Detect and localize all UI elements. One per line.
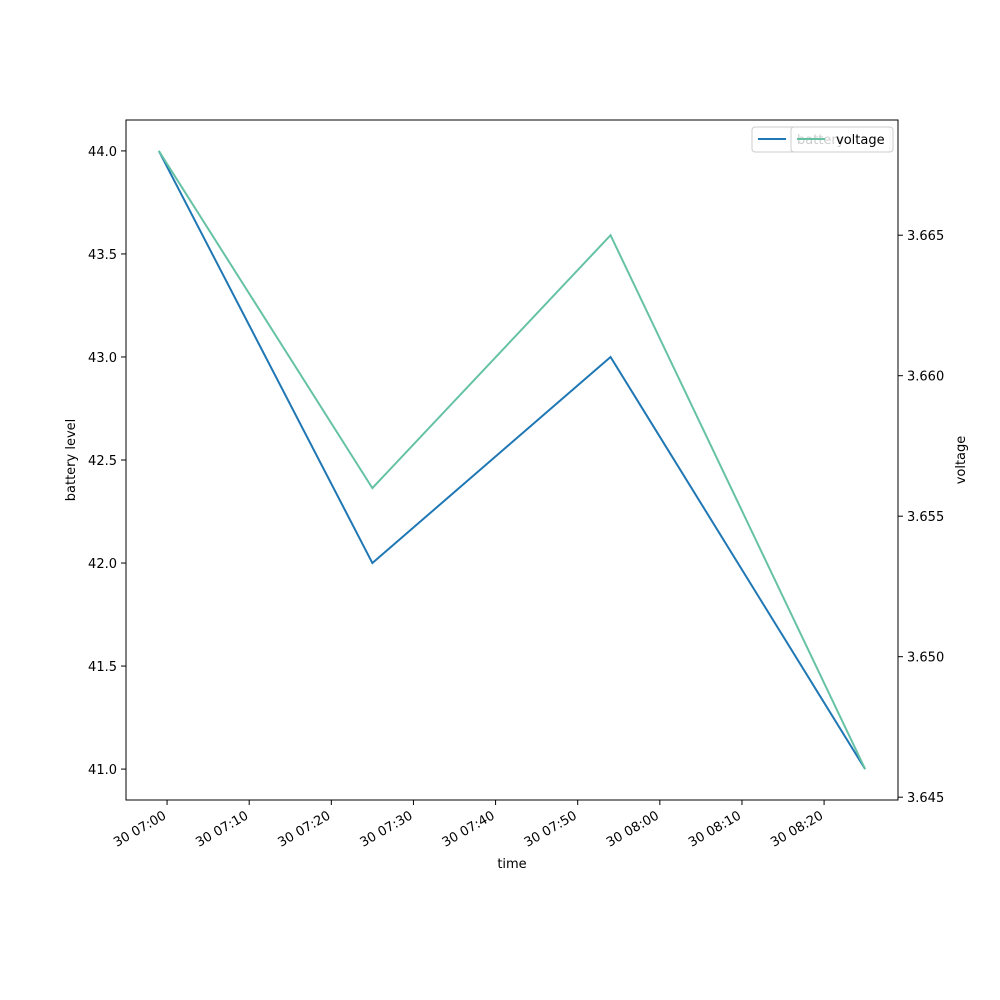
- y-tick-label: 41.5: [88, 660, 117, 675]
- x-tick-label: 30 08:20: [768, 808, 826, 850]
- y2-tick-label: 3.650: [907, 651, 944, 666]
- y2-tick-label: 3.645: [907, 791, 944, 806]
- x-tick-label: 30 07:10: [193, 808, 251, 850]
- x-tick-label: 30 07:40: [440, 808, 498, 850]
- y-tick-label: 44.0: [88, 145, 117, 160]
- y2-tick-label: 3.655: [907, 510, 944, 525]
- legend-box: [790, 126, 894, 153]
- series-line: [157, 150, 866, 770]
- y2-tick-label: 3.665: [907, 229, 944, 244]
- y-axis-label: battery level: [64, 419, 79, 502]
- plot-frame: [125, 119, 899, 801]
- y-tick-label: 42.5: [88, 454, 117, 469]
- y2-axis-label: voltage: [954, 436, 969, 485]
- y2-tick-label: 3.660: [907, 370, 944, 385]
- y-tick-label: 41.0: [88, 763, 117, 778]
- x-tick-label: 30 07:00: [111, 808, 169, 850]
- y-tick-label: 43.5: [88, 248, 117, 263]
- x-tick-label: 30 08:10: [686, 808, 744, 850]
- x-tick-label: 30 07:20: [275, 808, 333, 850]
- x-axis-label: time: [497, 857, 526, 872]
- x-tick-label: 30 08:00: [604, 808, 662, 850]
- legend-label: voltage: [836, 133, 885, 148]
- x-tick-label: 30 07:50: [522, 808, 580, 850]
- y-tick-label: 43.0: [88, 351, 117, 366]
- series-line: [158, 150, 867, 770]
- y-tick-label: 42.0: [88, 557, 117, 572]
- x-tick-label: 30 07:30: [358, 808, 416, 850]
